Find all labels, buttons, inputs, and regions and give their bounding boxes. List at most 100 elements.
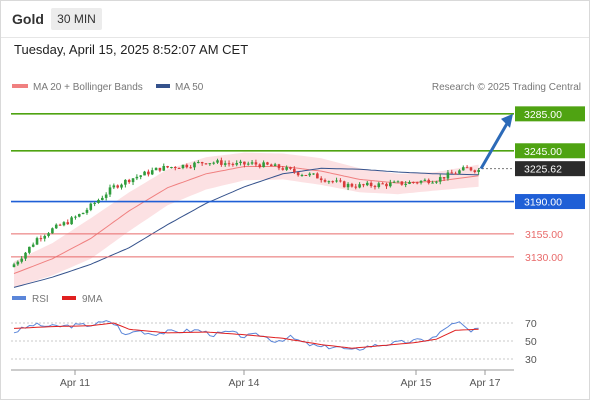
candle-up bbox=[85, 209, 89, 213]
candle-down bbox=[58, 224, 62, 226]
candle-up bbox=[101, 197, 104, 200]
candle-down bbox=[289, 167, 292, 169]
candle-up bbox=[308, 173, 311, 176]
candle-up bbox=[212, 162, 215, 164]
ma20-legend-swatch bbox=[12, 84, 28, 88]
candle-up bbox=[216, 160, 219, 163]
candle-up bbox=[43, 235, 47, 239]
candle-down bbox=[258, 164, 262, 168]
candle-up bbox=[35, 238, 39, 245]
candle-up bbox=[423, 179, 427, 181]
candle-up bbox=[461, 167, 465, 171]
candle-up bbox=[239, 161, 242, 164]
candle-up bbox=[435, 181, 438, 183]
candle-down bbox=[316, 173, 319, 179]
candle-up bbox=[392, 181, 396, 183]
candle-up bbox=[74, 216, 77, 218]
candle-up bbox=[77, 214, 81, 217]
rsi-tick-70: 70 bbox=[525, 318, 537, 330]
x-tick-label: Apr 11 bbox=[60, 377, 90, 389]
candle-down bbox=[127, 179, 131, 183]
candle-down bbox=[354, 186, 358, 188]
candle-up bbox=[208, 163, 212, 165]
candle-down bbox=[385, 183, 388, 187]
candle-up bbox=[419, 180, 423, 183]
candle-down bbox=[454, 173, 457, 175]
candle-down bbox=[66, 222, 70, 225]
timestamp: Tuesday, April 15, 2025 8:52:07 AM CET bbox=[14, 42, 249, 57]
candle-down bbox=[269, 164, 273, 167]
candle-down bbox=[369, 182, 373, 187]
candle-up bbox=[446, 172, 450, 179]
candle-down bbox=[339, 180, 342, 182]
candle-up bbox=[31, 244, 35, 247]
pivot-label-3: 3190.00 bbox=[524, 197, 562, 209]
rsi-tick-50: 50 bbox=[525, 336, 537, 348]
candle-up bbox=[285, 167, 288, 170]
candle-up bbox=[246, 163, 250, 165]
candle-up bbox=[135, 176, 139, 179]
candle-up bbox=[104, 194, 108, 198]
candle-up bbox=[16, 261, 20, 265]
candle-down bbox=[166, 166, 169, 168]
candle-down bbox=[296, 172, 300, 176]
x-tick-label: Apr 14 bbox=[229, 377, 260, 389]
timeframe-badge[interactable]: 30 MIN bbox=[51, 8, 102, 30]
ma20-legend-label: MA 20 + Bollinger Bands bbox=[33, 82, 143, 93]
candle-up bbox=[28, 246, 31, 253]
support-label-4: 3155.00 bbox=[525, 229, 563, 241]
candle-down bbox=[362, 184, 365, 186]
candle-up bbox=[327, 181, 331, 183]
candle-up bbox=[197, 162, 200, 164]
resistance-tag-1 bbox=[515, 143, 585, 159]
candle-up bbox=[120, 184, 123, 188]
candle-down bbox=[158, 167, 162, 171]
candle-down bbox=[266, 162, 269, 165]
candle-down bbox=[415, 182, 419, 184]
candle-down bbox=[427, 179, 431, 184]
candle-down bbox=[39, 238, 43, 240]
candle-down bbox=[381, 183, 384, 185]
candle-up bbox=[431, 182, 434, 184]
candle-up bbox=[389, 182, 392, 187]
candle-down bbox=[350, 183, 354, 187]
candle-up bbox=[346, 183, 350, 188]
candle-down bbox=[185, 164, 189, 168]
candle-up bbox=[112, 185, 116, 188]
bollinger-band bbox=[14, 152, 479, 288]
resistance-label-1: 3245.00 bbox=[524, 146, 562, 158]
rsi-ma-line bbox=[13, 322, 479, 349]
candle-up bbox=[124, 179, 127, 185]
candle-down bbox=[319, 178, 323, 181]
forecast-arrow-head bbox=[501, 113, 513, 128]
candle-up bbox=[108, 187, 112, 195]
candle-up bbox=[358, 184, 361, 188]
candle-down bbox=[220, 160, 223, 165]
candle-down bbox=[473, 170, 477, 172]
candle-down bbox=[331, 181, 335, 183]
candle-up bbox=[143, 171, 146, 176]
support-label-5: 3130.00 bbox=[525, 252, 563, 264]
candle-up bbox=[89, 203, 93, 210]
pivot-tag-3 bbox=[515, 194, 585, 210]
candle-up bbox=[97, 199, 100, 203]
candle-down bbox=[231, 163, 235, 165]
candle-up bbox=[170, 166, 173, 168]
candle-up bbox=[139, 175, 143, 177]
candle-down bbox=[373, 186, 377, 188]
candle-down bbox=[442, 177, 446, 179]
candle-up bbox=[93, 202, 96, 204]
last-price-tag bbox=[515, 161, 585, 177]
header-bar: Gold 30 MIN bbox=[1, 1, 589, 38]
candle-up bbox=[47, 233, 50, 236]
candle-down bbox=[342, 181, 346, 188]
rsi-legend-swatch bbox=[12, 296, 26, 300]
ma50-line bbox=[13, 167, 479, 288]
rsi-ma-legend-swatch bbox=[62, 296, 76, 300]
candle-up bbox=[477, 169, 480, 172]
candle-down bbox=[469, 167, 473, 171]
candle-up bbox=[365, 182, 369, 186]
candle-down bbox=[177, 167, 181, 169]
candle-up bbox=[404, 183, 407, 185]
